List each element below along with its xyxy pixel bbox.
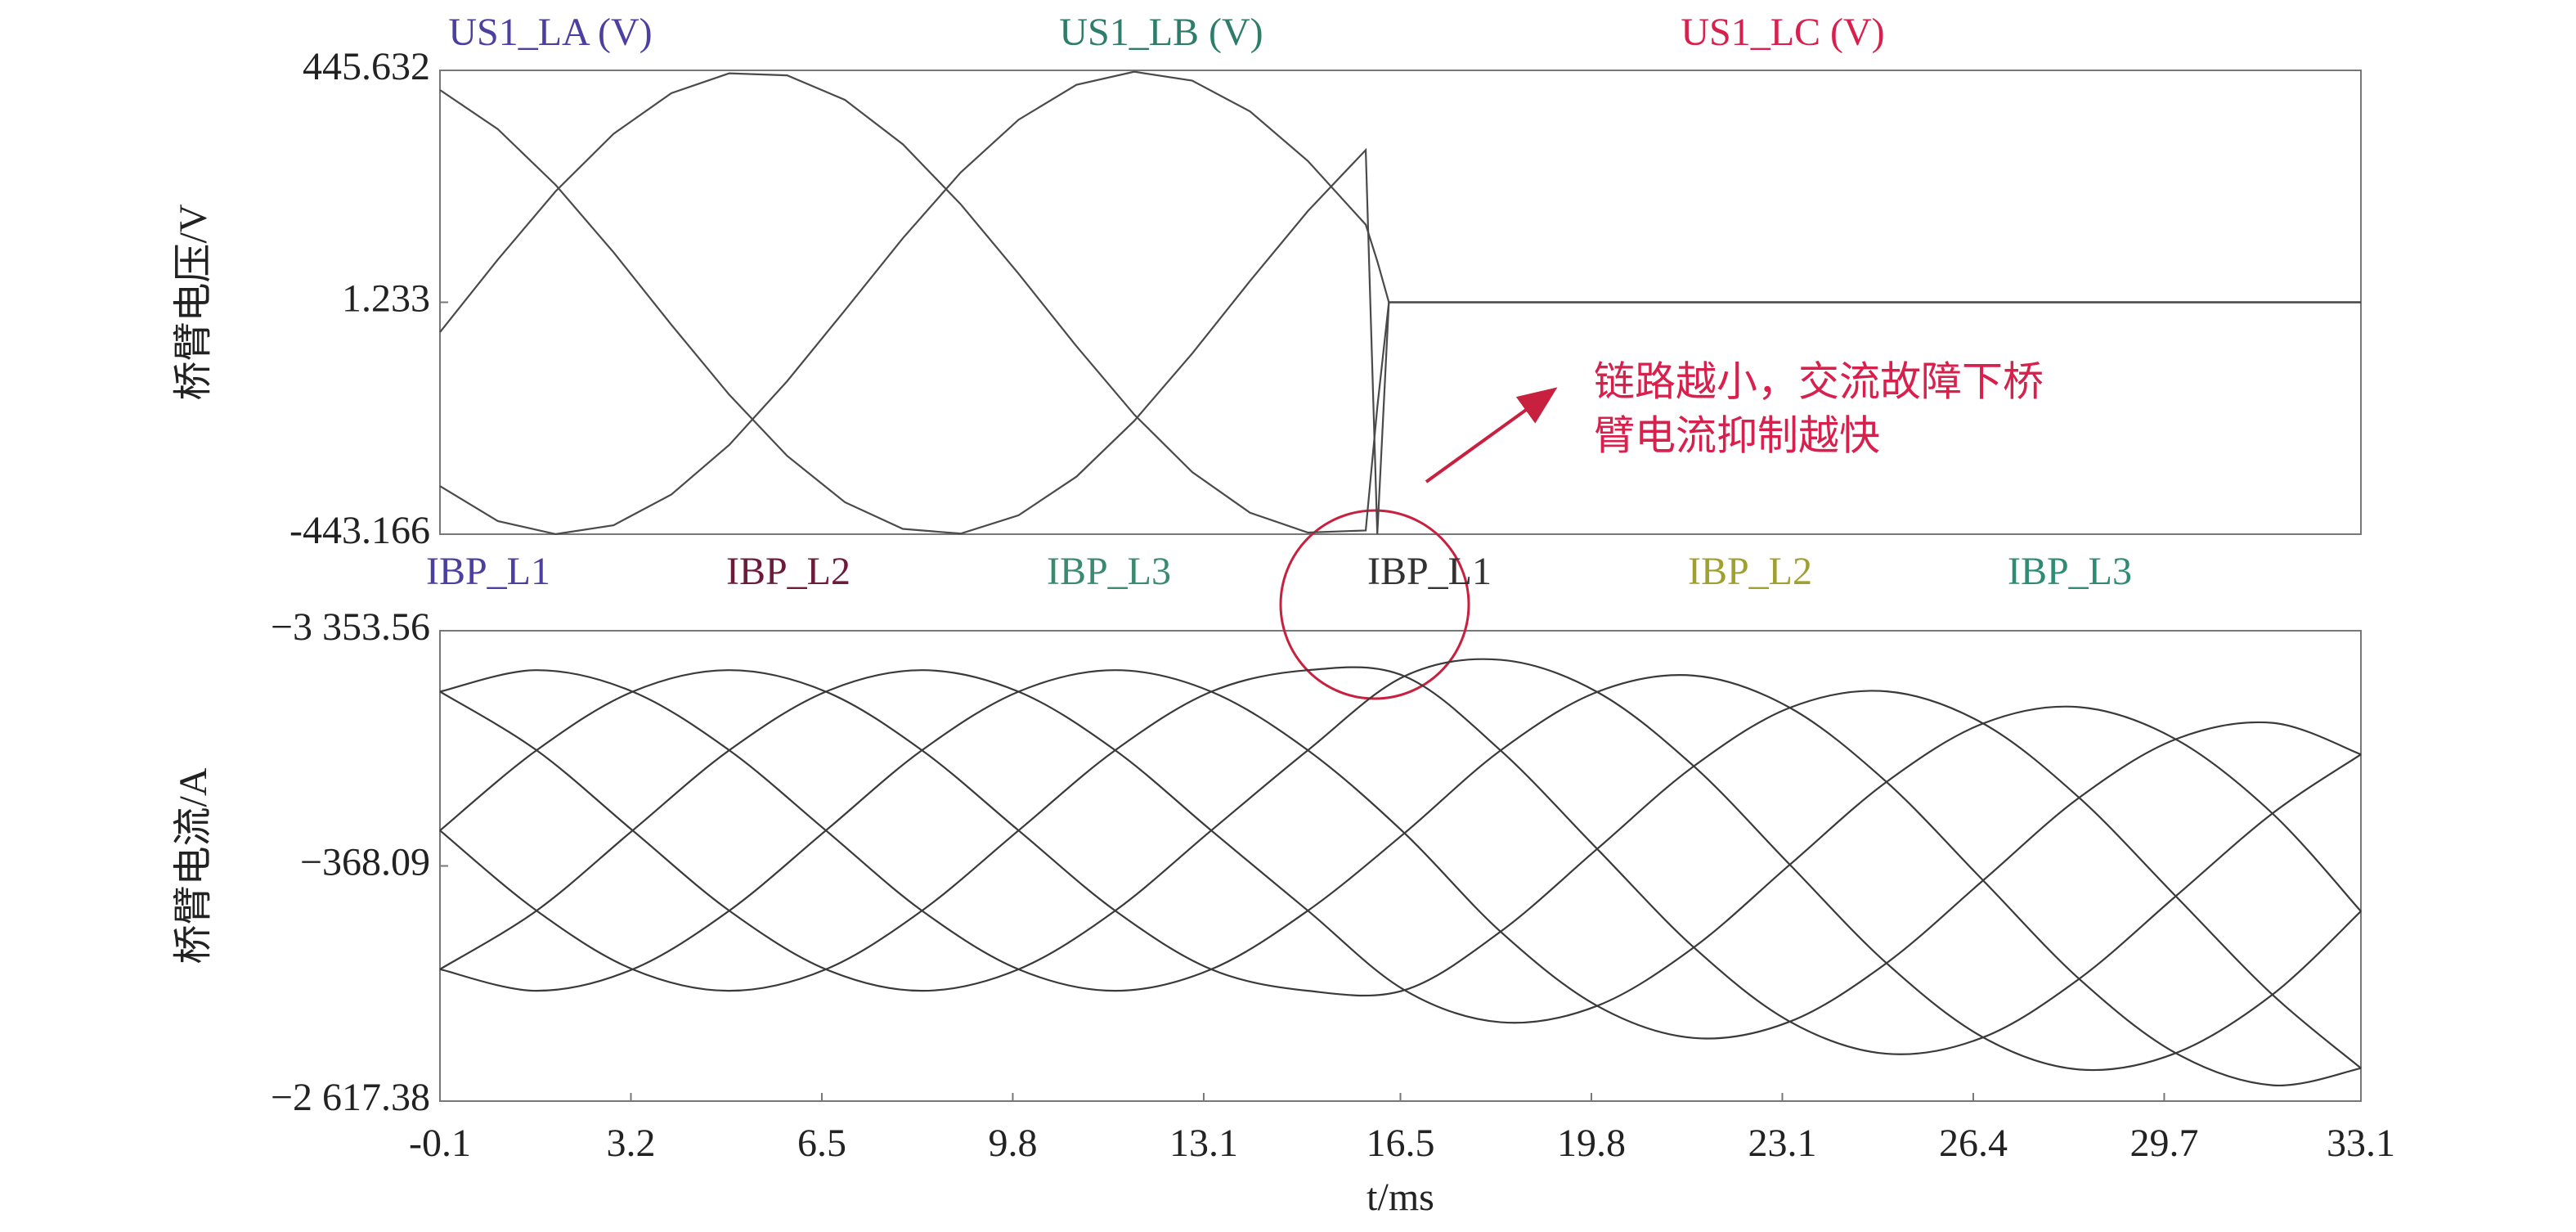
- x-tick-label: 6.5: [797, 1122, 846, 1165]
- highlight-circle: [1279, 509, 1470, 700]
- legend-entry: IBP_L3: [2008, 550, 2132, 593]
- legend-entry: IBP_L1: [426, 550, 550, 593]
- series-line: [439, 669, 2362, 1069]
- legend-entry: US1_LA (V): [448, 11, 652, 54]
- annotation-arrow: [1425, 387, 1558, 483]
- x-tick-label: -0.1: [409, 1122, 471, 1165]
- x-tick-label: 16.5: [1367, 1122, 1435, 1165]
- y-tick-label: −368.09: [300, 841, 430, 884]
- x-tick-label: 3.2: [606, 1122, 655, 1165]
- x-tick-label: 9.8: [988, 1122, 1037, 1165]
- y-tick-label: 445.632: [303, 45, 430, 88]
- legend-entry: IBP_L2: [726, 550, 850, 593]
- series-line: [439, 669, 2362, 1086]
- x-tick-label: 33.1: [2327, 1122, 2395, 1165]
- x-axis-title: t/ms: [1367, 1176, 1434, 1219]
- annotation: 臂电流抑制越快: [1594, 412, 1880, 458]
- x-tick-label: 19.8: [1557, 1122, 1626, 1165]
- y-tick-label: −3 353.56: [271, 605, 430, 649]
- y-tick-label: 1.233: [342, 277, 430, 321]
- series-line: [439, 669, 2362, 1040]
- y-axis-title: 桥臂电流/A: [172, 767, 215, 964]
- series-line: [439, 666, 2362, 1055]
- y-tick-label: −2 617.38: [271, 1076, 430, 1119]
- series-line: [439, 70, 2361, 536]
- x-tick-label: 13.1: [1169, 1122, 1238, 1165]
- x-tick-label: 23.1: [1748, 1122, 1816, 1165]
- legend-entry: IBP_L1: [1367, 550, 1492, 593]
- x-tick-label: 29.7: [2129, 1122, 2198, 1165]
- annotation: 链路越小，交流故障下桥: [1594, 358, 2044, 404]
- plot-frame: [439, 630, 2362, 1102]
- y-axis-title: 桥臂电压/V: [172, 204, 215, 400]
- series-line: [439, 658, 2362, 1072]
- legend-entry: IBP_L2: [1688, 550, 1812, 593]
- legend-entry: US1_LC (V): [1681, 11, 1884, 54]
- legend-entry: IBP_L3: [1047, 550, 1171, 593]
- series-line: [439, 669, 2362, 1024]
- y-tick-label: -443.166: [289, 509, 430, 552]
- legend-entry: US1_LB (V): [1059, 11, 1263, 54]
- x-tick-label: 26.4: [1939, 1122, 2008, 1165]
- series-line: [439, 72, 2361, 534]
- series-line: [439, 89, 2361, 535]
